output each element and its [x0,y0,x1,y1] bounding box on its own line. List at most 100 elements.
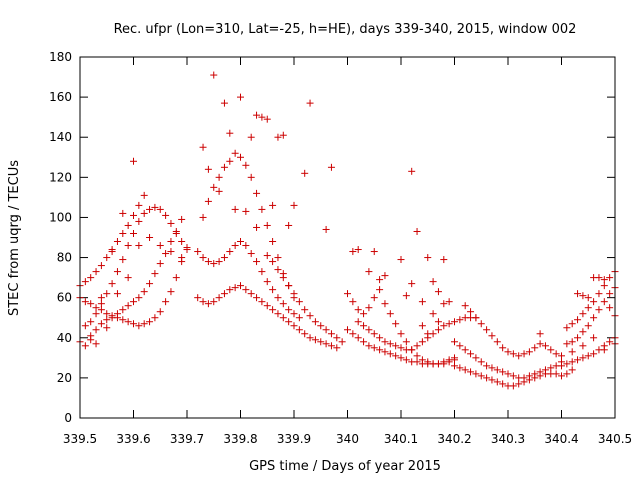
data-point [408,280,416,288]
data-point [119,256,127,264]
data-point [338,338,346,346]
data-point [477,372,485,380]
data-point [87,274,95,282]
data-point [301,169,309,177]
data-point [584,322,592,330]
data-point [204,258,212,266]
data-point [242,161,250,169]
x-tick-label: 339.8 [223,432,257,446]
data-point [590,350,598,358]
data-point [242,286,250,294]
data-point [493,378,501,386]
data-point [370,248,378,256]
data-points [76,71,619,390]
data-point [547,346,555,354]
data-point [477,320,485,328]
data-point [253,294,261,302]
data-point [445,298,453,306]
data-point [418,298,426,306]
data-point [295,298,303,306]
data-point [253,223,261,231]
data-point [290,290,298,298]
data-point [333,344,341,352]
data-point [504,348,512,356]
data-point [600,346,608,354]
data-point [547,364,555,372]
data-point [418,338,426,346]
data-point [317,338,325,346]
data-point [483,326,491,334]
plot-frame [79,56,616,419]
data-point [87,336,95,344]
data-point [103,310,111,318]
data-point [124,242,132,250]
data-point [146,280,154,288]
data-point [531,344,539,352]
data-point [279,131,287,139]
data-point [81,298,89,306]
data-point [274,294,282,302]
data-point [210,71,218,79]
axis-ticks: 0 20 40 60 80 100 120 140 160 180 339.5 339.6 339.7 3… [49,50,632,446]
data-point [440,358,448,366]
data-point [429,310,437,318]
data-point [451,354,458,362]
data-point [574,316,582,324]
data-point [381,338,389,346]
data-point [434,288,442,296]
data-point [113,268,121,276]
data-point [584,294,592,302]
data-point [204,165,212,173]
data-point [258,268,266,276]
data-point [97,262,105,270]
data-point [606,304,614,312]
data-point [269,258,277,266]
data-point [451,318,458,326]
data-point [456,342,464,350]
data-point [135,242,143,250]
data-point [493,366,501,374]
y-tick-label: 140 [49,130,72,144]
data-point [253,258,261,266]
data-point [199,298,207,306]
y-tick-label: 20 [57,371,72,385]
data-point [434,360,442,368]
data-point [461,302,469,310]
data-point [488,376,496,384]
data-point [467,368,475,376]
data-point [151,203,159,211]
data-point [220,163,228,171]
data-point [590,314,598,322]
data-point [247,250,255,258]
data-point [499,380,507,388]
data-point [135,322,143,330]
data-point [274,310,282,318]
data-point [322,340,330,348]
data-point [103,254,111,262]
data-point [130,157,137,165]
data-point [440,256,448,264]
data-point [167,219,175,227]
data-point [124,318,132,326]
data-point [376,346,384,354]
data-point [563,370,571,378]
data-point [172,229,180,237]
data-point [92,268,100,276]
data-point [103,316,111,324]
data-point [344,326,351,334]
data-point [493,338,501,346]
data-point [215,173,223,181]
data-point [220,254,228,262]
data-point [456,316,464,324]
data-point [515,352,523,360]
x-tick-label: 340.3 [491,432,525,446]
data-point [579,328,587,336]
data-point [156,242,164,250]
data-point [600,298,608,306]
data-point [258,298,266,306]
data-point [558,372,565,380]
data-point [568,338,576,346]
data-point [584,352,592,360]
data-point [606,338,614,346]
data-point [130,320,137,328]
